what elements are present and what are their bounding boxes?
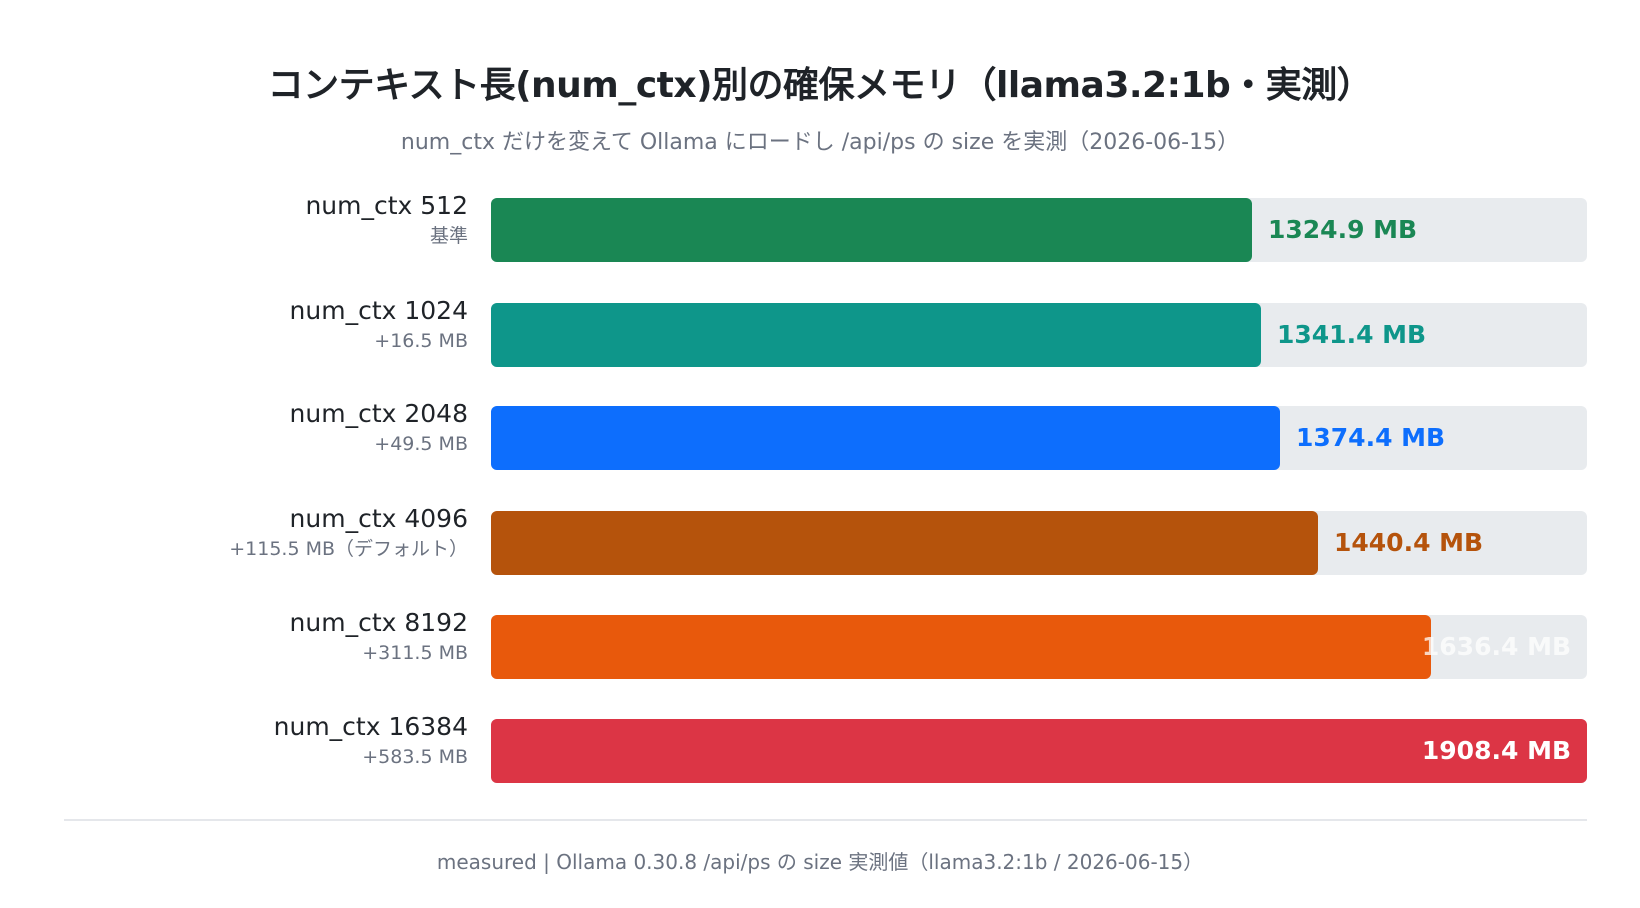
value-label: 1341.4 MB xyxy=(1277,320,1427,349)
value-label: 1374.4 MB xyxy=(1296,423,1446,452)
bar xyxy=(491,511,1318,575)
bar-row: num_ctx 512 基準 1324.9 MB xyxy=(0,191,1640,262)
value-label: 1908.4 MB xyxy=(1421,736,1571,765)
bar xyxy=(491,303,1261,367)
bar-row: num_ctx 4096 +115.5 MB（デフォルト） 1440.4 MB xyxy=(0,504,1640,575)
bar-track: 1341.4 MB xyxy=(491,303,1587,367)
bar-track: 1324.9 MB xyxy=(491,198,1587,262)
value-label: 1324.9 MB xyxy=(1268,215,1418,244)
bar-track: 1636.4 MB xyxy=(491,615,1587,679)
bar xyxy=(491,198,1252,262)
bar-label: num_ctx 512 基準 xyxy=(305,190,468,250)
category-label: num_ctx 2048 xyxy=(289,399,468,428)
bar-track: 1374.4 MB xyxy=(491,406,1587,470)
bar-track: 1908.4 MB xyxy=(491,719,1587,783)
value-label: 1636.4 MB xyxy=(1421,632,1571,661)
bar-label: num_ctx 4096 +115.5 MB（デフォルト） xyxy=(229,503,468,563)
delta-label: 基準 xyxy=(429,225,468,247)
category-label: num_ctx 1024 xyxy=(289,296,468,325)
category-label: num_ctx 4096 xyxy=(289,504,468,533)
bar xyxy=(491,615,1431,679)
category-label: num_ctx 16384 xyxy=(273,712,468,741)
bar-row: num_ctx 1024 +16.5 MB 1341.4 MB xyxy=(0,296,1640,367)
bar-label: num_ctx 16384 +583.5 MB xyxy=(274,711,468,771)
chart-subtitle: num_ctx だけを変えて Ollama にロードし /api/ps の si… xyxy=(400,130,1240,155)
bar-label: num_ctx 8192 +311.5 MB xyxy=(290,607,468,667)
bar-track: 1440.4 MB xyxy=(491,511,1587,575)
bar xyxy=(491,406,1280,470)
bar-row: num_ctx 16384 +583.5 MB 1908.4 MB xyxy=(0,712,1640,783)
bar-label: num_ctx 2048 +49.5 MB xyxy=(290,398,468,458)
chart-title: コンテキスト長(num_ctx)別の確保メモリ（llama3.2:1b・実測） xyxy=(267,65,1373,106)
delta-label: +16.5 MB xyxy=(374,330,468,352)
bar-row: num_ctx 2048 +49.5 MB 1374.4 MB xyxy=(0,399,1640,470)
delta-label: +583.5 MB xyxy=(362,746,468,768)
bar-row: num_ctx 8192 +311.5 MB 1636.4 MB xyxy=(0,608,1640,679)
chart-footer: measured | Ollama 0.30.8 /api/ps の size … xyxy=(436,850,1204,874)
category-label: num_ctx 512 xyxy=(305,191,468,220)
delta-label: +115.5 MB（デフォルト） xyxy=(229,538,468,560)
footer-divider xyxy=(64,819,1587,821)
value-label: 1440.4 MB xyxy=(1334,528,1484,557)
bar-label: num_ctx 1024 +16.5 MB xyxy=(290,295,468,355)
delta-label: +49.5 MB xyxy=(374,433,468,455)
category-label: num_ctx 8192 xyxy=(289,608,468,637)
delta-label: +311.5 MB xyxy=(362,642,468,664)
bar xyxy=(491,719,1587,783)
